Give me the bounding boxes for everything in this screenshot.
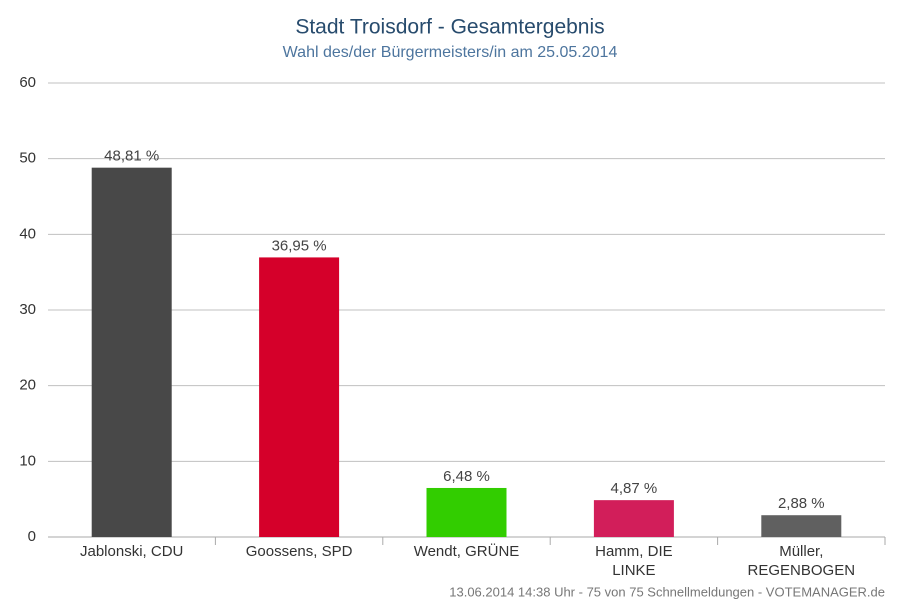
x-tick-label: Wendt, GRÜNE xyxy=(413,543,520,560)
y-tick-label: 0 xyxy=(28,528,36,545)
bar xyxy=(593,500,674,537)
x-tick-label: Müller, REGENBOGEN xyxy=(747,543,856,579)
bar xyxy=(91,167,172,537)
footer: 13.06.2014 14:38 Uhr - 75 von 75 Schnell… xyxy=(449,584,885,599)
value-label: 6,48 % xyxy=(443,468,490,485)
chart-title: Stadt Troisdorf - Gesamtergebnis xyxy=(295,16,604,39)
y-tick-label: 20 xyxy=(19,377,36,394)
bar xyxy=(426,487,507,537)
y-tick-label: 30 xyxy=(19,301,36,318)
chart-subtitle: Wahl des/der Bürgermeisters/in am 25.05.… xyxy=(283,44,618,61)
value-label: 36,95 % xyxy=(272,237,327,254)
x-tick-label: Hamm, DIE LINKE xyxy=(595,543,673,579)
value-label: 4,87 % xyxy=(611,480,658,497)
bar xyxy=(259,257,340,537)
x-tick-label: Goossens, SPD xyxy=(245,543,353,560)
y-tick-label: 10 xyxy=(19,452,36,469)
y-tick-label: 50 xyxy=(19,150,36,167)
y-tick-label: 40 xyxy=(19,225,36,242)
value-label: 48,81 % xyxy=(104,148,159,165)
x-tick-label: Jablonski, CDU xyxy=(80,543,184,560)
y-tick-label: 60 xyxy=(19,74,36,91)
value-label: 2,88 % xyxy=(778,495,825,512)
bar xyxy=(761,515,842,537)
